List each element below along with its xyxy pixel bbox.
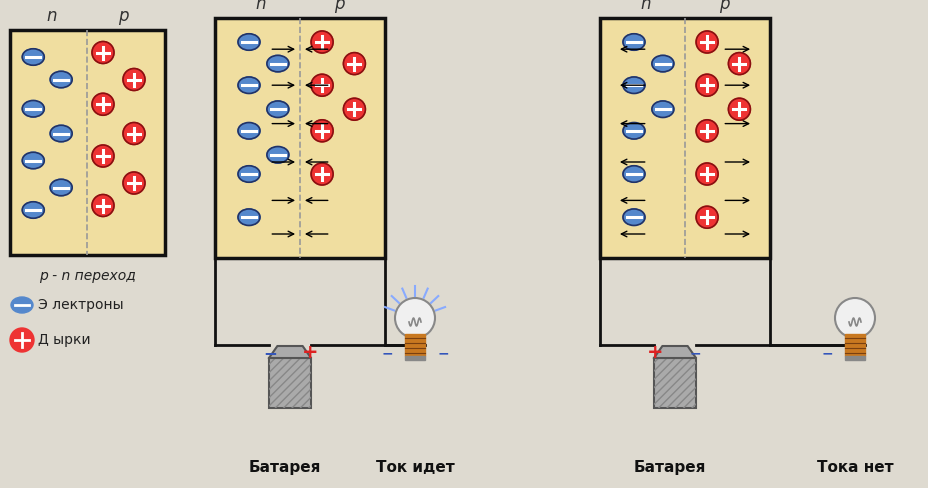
Circle shape — [311, 74, 333, 96]
Text: p - n переход: p - n переход — [39, 269, 135, 283]
Ellipse shape — [266, 55, 289, 72]
Circle shape — [92, 41, 114, 63]
Circle shape — [311, 120, 333, 142]
Ellipse shape — [50, 125, 72, 142]
Polygon shape — [269, 346, 311, 358]
Circle shape — [695, 31, 717, 53]
Circle shape — [728, 98, 750, 120]
Ellipse shape — [623, 166, 644, 182]
Circle shape — [343, 53, 365, 75]
Bar — [844, 334, 864, 356]
Text: −: − — [380, 346, 393, 360]
Ellipse shape — [50, 71, 72, 88]
Circle shape — [122, 122, 145, 144]
Bar — [844, 356, 864, 360]
Bar — [405, 334, 424, 356]
Circle shape — [695, 74, 717, 96]
Circle shape — [311, 31, 333, 53]
Ellipse shape — [623, 122, 644, 139]
Ellipse shape — [651, 101, 673, 118]
Text: p: p — [333, 0, 344, 13]
Ellipse shape — [651, 55, 673, 72]
Text: Батарея: Батарея — [633, 460, 705, 475]
Text: −: − — [437, 346, 448, 360]
Text: Батарея: Батарея — [249, 460, 321, 475]
Ellipse shape — [238, 122, 260, 139]
Ellipse shape — [22, 202, 45, 218]
Text: p: p — [118, 7, 128, 25]
Circle shape — [695, 206, 717, 228]
Ellipse shape — [266, 146, 289, 163]
Text: Э лектроны: Э лектроны — [38, 298, 123, 312]
Text: −: − — [820, 346, 831, 360]
Circle shape — [394, 298, 434, 338]
Circle shape — [92, 195, 114, 217]
Bar — [214, 18, 384, 258]
Text: +: + — [302, 344, 318, 363]
Circle shape — [695, 120, 717, 142]
Text: −: − — [689, 346, 700, 360]
Circle shape — [122, 172, 145, 194]
Ellipse shape — [238, 166, 260, 182]
Text: −: − — [263, 344, 277, 362]
Circle shape — [695, 163, 717, 185]
Circle shape — [834, 298, 874, 338]
Ellipse shape — [50, 179, 72, 196]
Circle shape — [311, 163, 333, 185]
Ellipse shape — [11, 297, 33, 313]
Bar — [653, 358, 695, 408]
Text: n: n — [46, 7, 57, 25]
Bar — [10, 30, 165, 255]
Text: Д ырки: Д ырки — [38, 333, 91, 347]
Circle shape — [92, 145, 114, 167]
Text: Тока нет: Тока нет — [816, 460, 893, 475]
Text: Ток идет: Ток идет — [375, 460, 454, 475]
Ellipse shape — [623, 209, 644, 225]
Ellipse shape — [623, 34, 644, 50]
Bar — [405, 356, 424, 360]
Text: p: p — [718, 0, 728, 13]
Bar — [599, 18, 769, 258]
Ellipse shape — [266, 101, 289, 118]
Circle shape — [728, 53, 750, 75]
Ellipse shape — [623, 77, 644, 93]
Circle shape — [122, 68, 145, 90]
Polygon shape — [653, 346, 695, 358]
Ellipse shape — [22, 101, 45, 117]
Ellipse shape — [22, 152, 45, 169]
Text: +: + — [646, 344, 663, 363]
Bar — [269, 358, 311, 408]
Bar — [269, 358, 311, 408]
Text: n: n — [640, 0, 651, 13]
Circle shape — [10, 328, 34, 352]
Bar — [653, 358, 695, 408]
Text: n: n — [255, 0, 265, 13]
Circle shape — [343, 98, 365, 120]
Ellipse shape — [238, 209, 260, 225]
Circle shape — [92, 93, 114, 115]
Ellipse shape — [238, 34, 260, 50]
Ellipse shape — [238, 77, 260, 93]
Ellipse shape — [22, 49, 45, 65]
